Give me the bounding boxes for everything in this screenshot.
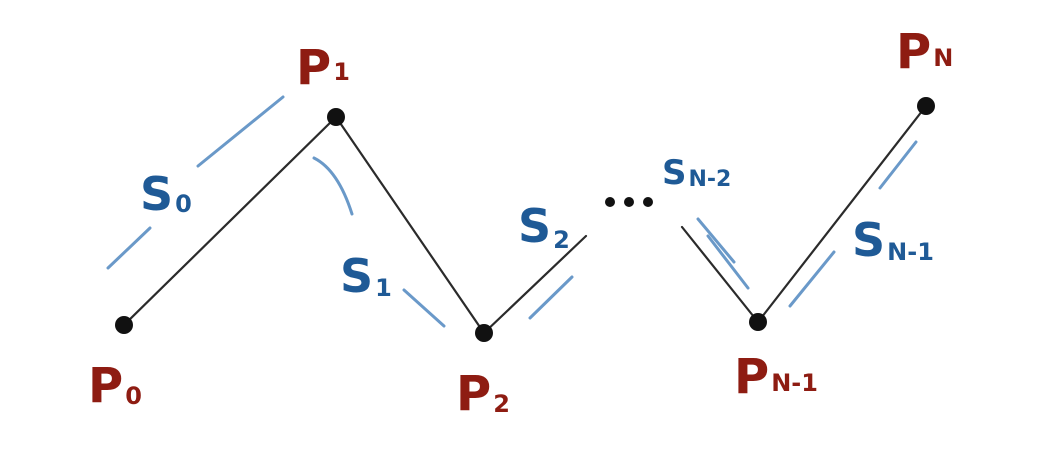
vertex-p2 bbox=[475, 324, 493, 342]
segment-indicator-strokes bbox=[106, 95, 918, 328]
point-labels: P0 P1 P2 PN-1 PN bbox=[88, 24, 953, 422]
edge-gap-to-pn1 bbox=[680, 225, 760, 324]
vertices bbox=[115, 97, 935, 342]
point-label-p0: P0 bbox=[88, 358, 142, 414]
segment-label-s0: S0 bbox=[140, 167, 192, 221]
s1-lower-stroke bbox=[402, 288, 446, 328]
segment-label-s2: S2 bbox=[518, 199, 570, 254]
ellipsis-dot bbox=[605, 197, 615, 207]
segment-label-s1: S1 bbox=[340, 249, 392, 303]
edge-p2-sn2-start bbox=[482, 234, 588, 335]
point-label-pn: PN bbox=[896, 24, 953, 80]
sn2-stroke-b bbox=[706, 234, 750, 290]
s1-arc-stroke bbox=[312, 156, 354, 216]
s0-lower-stroke bbox=[106, 226, 152, 270]
s0-upper-stroke bbox=[196, 95, 285, 168]
point-label-pn1: PN-1 bbox=[734, 349, 818, 405]
sn1-lower-stroke bbox=[788, 250, 836, 308]
ellipsis-dot bbox=[643, 197, 653, 207]
point-label-p2: P2 bbox=[456, 366, 510, 422]
sn2-stroke-a bbox=[696, 217, 736, 264]
ellipsis bbox=[605, 197, 653, 207]
vertex-p1 bbox=[327, 108, 345, 126]
edge-pn1-pn bbox=[756, 104, 928, 324]
vertex-pn1 bbox=[749, 313, 767, 331]
segment-label-sn2: SN-2 bbox=[662, 153, 731, 193]
ellipsis-dot bbox=[624, 197, 634, 207]
vertex-pn bbox=[917, 97, 935, 115]
segment-labels: S0 S1 S2 SN-2 SN-1 bbox=[140, 153, 934, 303]
point-label-p1: P1 bbox=[296, 40, 350, 96]
sn1-upper-stroke bbox=[878, 140, 918, 190]
vertex-p0 bbox=[115, 316, 133, 334]
polyline-edges bbox=[122, 104, 928, 335]
edge-p1-p2 bbox=[334, 115, 486, 335]
edge-p0-p1 bbox=[122, 115, 338, 327]
s2-lower-stroke bbox=[528, 275, 574, 320]
segment-label-sn1: SN-1 bbox=[852, 213, 934, 267]
